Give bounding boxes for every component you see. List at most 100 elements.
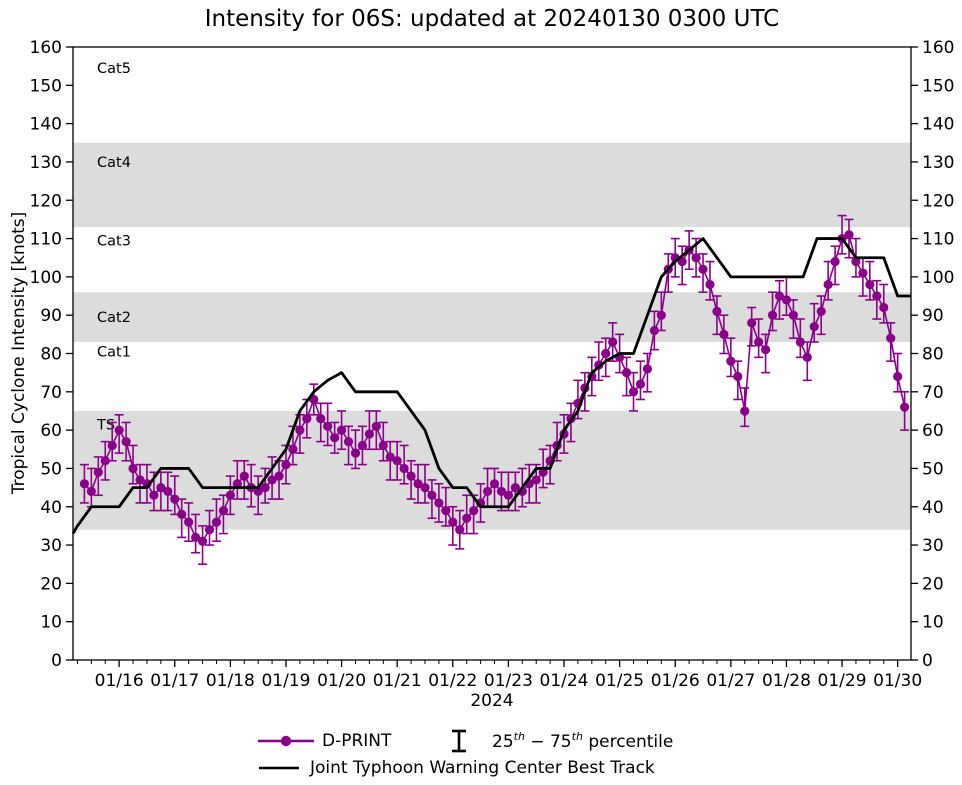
dprint-point bbox=[844, 230, 854, 240]
dprint-point bbox=[253, 486, 263, 497]
dprint-point bbox=[385, 452, 395, 462]
chart-title: Intensity for 06S: updated at 20240130 0… bbox=[204, 6, 780, 32]
y-tick-label-left: 20 bbox=[40, 574, 62, 594]
dprint-point bbox=[510, 482, 520, 493]
dprint-point bbox=[441, 505, 451, 516]
dprint-point bbox=[608, 337, 618, 347]
dprint-point bbox=[496, 486, 507, 497]
dprint-point bbox=[900, 402, 910, 412]
dprint-point bbox=[858, 268, 868, 278]
dprint-point bbox=[184, 517, 194, 527]
dprint-point bbox=[302, 414, 312, 424]
dprint-point bbox=[232, 479, 242, 489]
y-tick-label-left: 140 bbox=[30, 115, 62, 135]
dprint-point bbox=[740, 406, 750, 416]
dprint-point bbox=[197, 536, 208, 546]
category-label: Cat2 bbox=[97, 310, 131, 326]
y-tick-label-right: 20 bbox=[922, 574, 944, 594]
x-tick-label: 01/30 bbox=[873, 671, 922, 691]
legend: D-PRINT 25th − 75th percentile Joint Typ… bbox=[240, 727, 800, 781]
errorbar-icon bbox=[452, 729, 466, 752]
y-tick-label-left: 40 bbox=[40, 498, 62, 518]
dprint-point bbox=[754, 337, 764, 347]
x-tick-label: 01/18 bbox=[206, 671, 255, 691]
dprint-point bbox=[225, 490, 235, 500]
dprint-point bbox=[336, 425, 347, 435]
x-axis-label: 2024 bbox=[470, 691, 514, 711]
y-tick-label-left: 130 bbox=[30, 153, 62, 173]
dprint-point bbox=[163, 486, 173, 497]
dprint-point bbox=[218, 505, 229, 516]
dprint-point bbox=[93, 467, 103, 477]
y-tick-label-left: 70 bbox=[40, 383, 62, 403]
dprint-point bbox=[100, 456, 110, 466]
dprint-point bbox=[156, 482, 166, 493]
dprint-point bbox=[469, 505, 479, 516]
x-tick-label: 01/21 bbox=[373, 671, 422, 691]
dprint-point bbox=[114, 425, 124, 435]
y-tick-label-right: 60 bbox=[922, 421, 944, 441]
dprint-point bbox=[788, 310, 798, 320]
dprint-point bbox=[872, 291, 882, 301]
y-tick-label-right: 140 bbox=[922, 115, 954, 135]
y-tick-label-left: 150 bbox=[30, 76, 62, 96]
dprint-point bbox=[316, 414, 326, 424]
y-tick-label-right: 40 bbox=[922, 498, 944, 518]
dprint-point bbox=[656, 310, 666, 320]
x-tick-label: 01/16 bbox=[95, 671, 144, 691]
y-tick-label-right: 150 bbox=[922, 76, 954, 96]
dprint-point bbox=[538, 467, 548, 477]
dprint-point bbox=[712, 306, 722, 316]
dprint-point bbox=[288, 444, 298, 454]
jtwc-besttrack-line bbox=[71, 237, 911, 535]
y-tick-label-left: 110 bbox=[30, 230, 62, 250]
dprint-point bbox=[462, 513, 472, 523]
y-tick-label-left: 100 bbox=[30, 268, 62, 288]
y-tick-label-right: 50 bbox=[922, 459, 944, 479]
category-label: Cat4 bbox=[97, 155, 131, 171]
dprint-point bbox=[886, 333, 896, 343]
y-tick-label-right: 120 bbox=[922, 191, 954, 211]
dprint-point bbox=[448, 517, 458, 527]
dprint-point bbox=[802, 352, 812, 362]
dprint-point bbox=[274, 471, 284, 481]
y-tick-label-left: 60 bbox=[40, 421, 62, 441]
dprint-point bbox=[392, 456, 402, 466]
dprint-point bbox=[191, 532, 201, 543]
axes-spines bbox=[72, 46, 912, 661]
dprint-point bbox=[350, 448, 361, 458]
x-tick-label: 01/19 bbox=[261, 671, 310, 691]
dprint-point bbox=[260, 482, 270, 493]
dprint-legend-marker-icon bbox=[258, 735, 314, 746]
dprint-point bbox=[330, 433, 340, 443]
dprint-point bbox=[128, 463, 138, 474]
dprint-point bbox=[865, 279, 875, 290]
besttrack-line-icon bbox=[259, 766, 299, 769]
dprint-point bbox=[774, 291, 785, 301]
y-tick-label-right: 90 bbox=[922, 306, 944, 326]
dprint-point bbox=[177, 509, 187, 520]
dprint-point bbox=[364, 429, 374, 439]
y-axis-label: Tropical Cyclone Intensity [knots] bbox=[9, 211, 29, 495]
legend-besttrack-label: Joint Typhoon Warning Center Best Track bbox=[310, 757, 655, 778]
y-tick-label-right: 0 bbox=[922, 651, 933, 671]
dprint-point bbox=[413, 479, 423, 489]
dprint-point bbox=[642, 364, 653, 374]
category-label: Cat1 bbox=[97, 345, 131, 361]
dprint-point bbox=[649, 325, 659, 336]
dprint-point bbox=[719, 329, 729, 339]
dprint-point bbox=[851, 256, 861, 267]
dprint-point bbox=[204, 525, 215, 535]
dprint-point bbox=[601, 348, 611, 359]
dprint-point bbox=[323, 421, 333, 431]
dprint-point bbox=[170, 494, 180, 504]
y-tick-label-left: 50 bbox=[40, 459, 62, 479]
dprint-point bbox=[823, 279, 833, 290]
dprint-point bbox=[747, 318, 757, 328]
x-tick-label: 01/22 bbox=[428, 671, 477, 691]
category-band bbox=[73, 410, 911, 530]
dprint-point bbox=[482, 486, 493, 497]
dprint-point bbox=[295, 425, 305, 435]
x-tick-label: 01/26 bbox=[651, 671, 700, 691]
